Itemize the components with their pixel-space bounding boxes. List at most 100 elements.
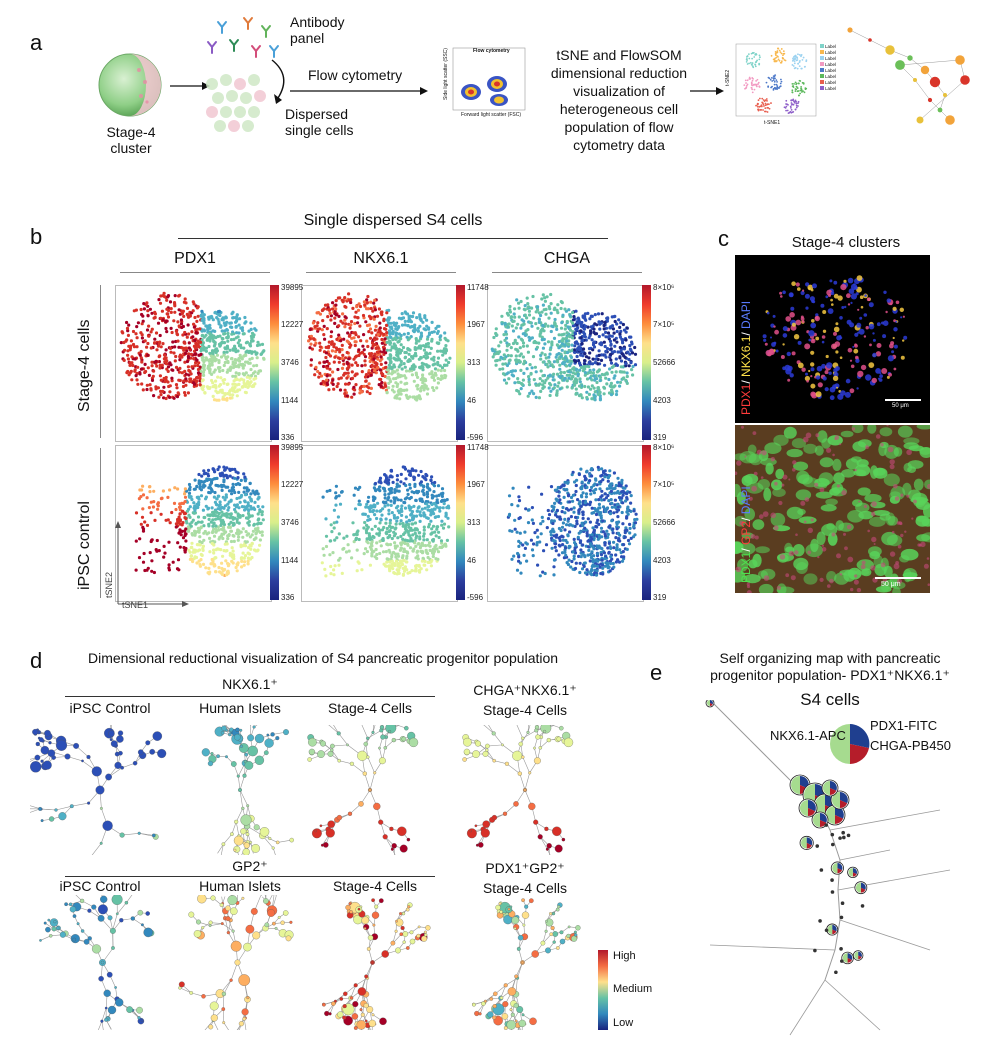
stain-label-bottom: PDX1/ GP2/ DAPI	[739, 486, 753, 583]
row-label-stage4: Stage-4 cells	[76, 319, 93, 413]
scale-label-top: 50 μm	[892, 403, 909, 409]
cbar-tick: 12227	[281, 320, 304, 329]
tsne1-axis-label: tSNE1	[122, 600, 149, 610]
som-tree-gp2-stage4	[322, 898, 431, 1030]
cbar-tick: 313	[467, 358, 481, 367]
tsne-plot-stage4-pdx1	[115, 285, 272, 442]
stain-pdx1: PDX1	[739, 551, 753, 583]
panel-c-title: Stage-4 clusters	[791, 234, 901, 251]
cbar-tick: 46	[467, 396, 476, 405]
mini-legend-item: Label	[820, 74, 836, 80]
panel-a-letter: a	[30, 30, 43, 55]
som-tree-nkx-stage4	[307, 725, 419, 855]
cbar-tick: 1967	[467, 480, 485, 489]
panel-c-letter: c	[718, 226, 729, 251]
group2-col-islets: Human Islets	[199, 878, 281, 894]
tsne-plot-ipsc-nkx61	[301, 445, 458, 602]
dispersed-cells-label: Dispersed single cells	[285, 106, 354, 138]
tsne-plot-stage4-chga	[487, 285, 644, 442]
colorbar-pdx1-ipsc	[270, 445, 279, 600]
som-tree-gp2-islets	[178, 895, 294, 1030]
som-tree-nkx-ipsc	[30, 725, 167, 855]
legend-pdx1-fitc: PDX1-FITC	[870, 718, 938, 733]
row-label-ipsc: iPSC control	[76, 501, 93, 590]
stain-nkx61: NKX6.1	[739, 335, 753, 377]
arrow-right-icon	[170, 82, 210, 90]
scale-label-bottom: 50 μm	[881, 581, 901, 588]
colorbar-nkx61-stage4	[456, 285, 465, 440]
tsne2-axis-label: tSNE2	[104, 571, 114, 598]
legend-chga-pb450: CHGA-PB450	[870, 738, 951, 753]
col-label-chga: CHGA	[543, 250, 591, 267]
cbar-tick: 4203	[653, 556, 671, 565]
stain-dapi: DAPI	[739, 486, 753, 515]
cbar-tick: 11748	[467, 283, 489, 292]
som-legend-pie-icon	[830, 724, 870, 764]
flow-cytometry-label: Flow cytometry	[308, 67, 403, 83]
panel-e-title: Self organizing map with pancreatic prog…	[710, 650, 950, 683]
cbar-tick: 336	[281, 593, 295, 602]
arrow-right-icon	[690, 87, 724, 95]
tsne-plot-stage4-nkx61	[301, 285, 458, 442]
cbar-tick: 12227	[281, 480, 304, 489]
group1-col-stage4: Stage-4 Cells	[327, 700, 413, 716]
flow-plot-ylabel: Side light scatter (SSC)	[443, 48, 449, 100]
curved-arrow-icon	[271, 59, 285, 104]
group2-extra-label: PDX1⁺GP2⁺ Stage-4 Cells	[482, 860, 568, 896]
group1-header: NKX6.1⁺	[222, 676, 278, 692]
group1-col-islets: Human Islets	[199, 700, 281, 716]
color-scale-bar	[598, 950, 608, 1030]
cbar-tick: 46	[467, 556, 476, 565]
panel-d-letter: d	[30, 648, 43, 673]
stain-pdx1: PDX1	[739, 383, 753, 415]
flow-plot-title: Flow cytometry	[473, 48, 510, 54]
cbar-tick: 1144	[281, 396, 299, 405]
micrograph-bottom: 50 μm PDX1/ GP2/ DAPI	[735, 425, 930, 593]
scale-bar	[875, 577, 921, 579]
scale-medium-label: Medium	[613, 983, 653, 995]
panel-b-header: Single dispersed S4 cells	[303, 212, 483, 229]
mini-legend-item: Label	[820, 80, 836, 86]
colorbar-nkx61-ipsc	[456, 445, 465, 600]
tsne-flowsom-description: tSNE and FlowSOM dimensional reduction v…	[550, 47, 688, 153]
cbar-tick: -596	[467, 593, 484, 602]
colorbar-chga-stage4	[642, 285, 651, 440]
scale-low-label: Low	[613, 1017, 634, 1029]
panel-e-subtitle: S4 cells	[800, 690, 860, 709]
cbar-tick: 39895	[281, 443, 304, 452]
cbar-tick: 8×10⁶	[653, 443, 675, 452]
cbar-tick: 52666	[653, 358, 676, 367]
colorbar-chga-ipsc	[642, 445, 651, 600]
mini-tsne-plot: t-SNE1 t-SNE2 Label Label Label Label Label L…	[724, 40, 844, 130]
group2-col-ipsc: iPSC Control	[59, 878, 141, 894]
tsne-axis-arrows	[115, 521, 189, 607]
mini-legend-item: Label	[820, 62, 836, 68]
cbar-tick: 336	[281, 433, 295, 442]
stage4-cluster-label: Stage-4 cluster	[106, 124, 156, 156]
mini-legend-item: Label	[820, 44, 836, 50]
mini-legend-item: Label	[820, 86, 836, 92]
som-tree-pdx-gp2-stage4	[472, 898, 581, 1030]
som-tree-nkx-islets	[201, 725, 294, 855]
group1-extra-label: CHGA⁺NKX6.1⁺ Stage-4 Cells	[473, 682, 577, 718]
group2-header: GP2⁺	[232, 858, 268, 874]
legend-nkx61-apc: NKX6.1-APC	[770, 728, 846, 743]
mini-tsne-legend: Label Label Label Label Label Label Label Label	[820, 44, 836, 92]
cbar-tick: 39895	[281, 283, 304, 292]
cbar-tick: 11748	[467, 443, 489, 452]
mini-legend-item: Label	[820, 50, 836, 56]
cbar-tick: 1967	[467, 320, 485, 329]
cbar-tick: 3746	[281, 518, 299, 527]
antibody-panel-label: Antibody panel	[290, 14, 345, 46]
mini-tsne-ylabel: t-SNE2	[725, 69, 731, 86]
cbar-tick: 52666	[653, 518, 676, 527]
som-tree-panel-e	[705, 700, 951, 1036]
stain-label-top: PDX1/ NKX6.1/ DAPI	[739, 300, 753, 415]
group1-col-ipsc: iPSC Control	[69, 700, 151, 716]
mini-som-tree	[847, 27, 970, 125]
mini-tsne-xlabel: t-SNE1	[764, 120, 781, 126]
som-tree-chga-nkx-stage4	[462, 725, 574, 855]
cbar-tick: 1144	[281, 556, 299, 565]
mini-legend-item: Label	[820, 56, 836, 62]
stain-dapi: DAPI	[739, 300, 753, 329]
